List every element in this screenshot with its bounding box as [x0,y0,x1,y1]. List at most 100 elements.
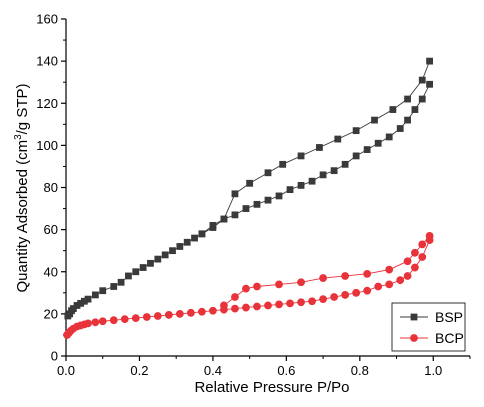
bsp-adsorption-point [418,95,426,103]
bsp-adsorption-point [308,177,316,185]
bsp-adsorption-point [80,297,88,305]
bcp-desorption-point [319,274,327,282]
bsp-desorption-point [220,215,228,223]
bsp-adsorption-point [73,302,81,309]
y-tick-label: 120 [36,96,58,111]
bcp-adsorption-point [352,288,361,297]
bcp-adsorption-point [330,293,339,301]
bsp-adsorption-point [161,251,169,259]
x-tick-label: 0.6 [277,363,295,378]
y-axis-title: Quantity Adsorbed (cm3/g STP) [13,84,31,293]
bcp-adsorption-point [341,291,350,299]
bsp-adsorption-point [404,116,411,124]
bsp-adsorption-point [84,295,92,303]
bcp-desorption-point [385,265,394,274]
bsp-adsorption-point [319,171,327,179]
bcp-adsorption-point [231,304,239,313]
legend-bcp-label: BCP [435,330,464,346]
x-tick-label: 1.0 [424,363,442,378]
bcp-adsorption-point [319,295,327,304]
bcp-adsorption-point [411,263,419,272]
bsp-adsorption-point [396,125,404,132]
bcp-desorption-point [403,257,412,266]
bcp-adsorption-point [264,301,272,310]
bsp-adsorption-point [275,192,283,200]
bcp-adsorption-point [275,300,283,309]
bsp-desorption-point [389,106,397,113]
bsp-desorption-point [246,179,254,187]
bsp-desorption-line [201,60,431,235]
y-tick-label: 0 [51,349,58,364]
bcp-desorption-point [220,301,228,310]
bsp-adsorption-point [374,139,382,147]
bsp-adsorption-point [297,181,305,189]
x-axis-title: Relative Pressure P/Po [194,379,349,396]
bcp-desorption-point [425,232,434,240]
bcp-desorption-point [242,284,250,293]
bcp-adsorption-point [91,318,100,327]
bcp-adsorption-point [242,303,250,312]
bsp-adsorption-point [352,152,360,160]
bcp-desorption-point [253,282,261,291]
series-bcp [63,232,434,339]
bcp-desorption-point [341,272,350,280]
bcp-adsorption-point [142,313,151,321]
bsp-desorption-point [426,57,433,65]
y-tick-label: 100 [36,138,58,153]
bsp-adsorption-point [77,299,85,307]
legend: BSP BCP [391,302,466,352]
bcp-adsorption-point [197,307,206,316]
bsp-desorption-point [334,135,342,143]
bsp-adsorption-point [176,243,184,250]
bcp-desorption-point [297,278,305,287]
y-tick-label: 160 [36,12,58,27]
y-tick-label: 140 [36,54,58,69]
y-tick-label: 80 [44,180,58,195]
bsp-adsorption-point [169,247,176,255]
x-tick-label: 0.8 [351,363,369,378]
x-tick-label: 0.2 [130,363,148,378]
bsp-adsorption-point [426,80,433,88]
legend-bsp-label: BSP [435,309,463,325]
bcp-adsorption-point [297,298,305,307]
bcp-adsorption-point [175,309,184,318]
bcp-desorption-line [223,235,430,306]
bsp-desorption-point [404,95,411,103]
x-tick-label: 0.4 [204,363,222,378]
bcp-adsorption-point [84,319,92,328]
bcp-adsorption-point [286,299,294,308]
bcp-desorption-point [231,293,239,301]
bsp-adsorption-point [99,287,107,295]
bsp-adsorption-point [69,305,77,313]
bcp-adsorption-point [186,308,195,317]
bsp-desorption-point [371,116,378,124]
x-tick-label: 0.0 [57,363,75,378]
y-tick-label: 40 [44,264,58,279]
plot-area [63,57,434,339]
bsp-adsorption-point [139,264,147,271]
bsp-desorption-point [297,152,305,160]
bcp-adsorption-point [98,317,107,326]
bcp-adsorption-point [131,314,140,322]
bcp-adsorption-point [253,302,261,311]
bsp-adsorption-point [91,291,99,299]
bcp-adsorption-point [209,306,217,315]
y-axis-title-tail: /g STP) [14,84,31,135]
legend-bsp-marker [410,313,418,321]
bsp-adsorption-point [154,255,162,263]
bcp-desorption-point [411,248,419,257]
bsp-adsorption-point [341,160,349,168]
series-bsp [64,57,433,320]
bcp-adsorption-point [418,253,427,261]
bsp-desorption-point [352,127,360,135]
bcp-adsorption-point [374,282,383,291]
bsp-adsorption-point [286,186,294,194]
bsp-desorption-point [231,190,239,198]
y-tick-label: 20 [44,306,58,321]
bsp-desorption-point [418,76,426,84]
bsp-adsorption-point [147,259,154,267]
bsp-adsorption-point [264,196,272,204]
bsp-desorption-point [316,144,323,151]
bcp-adsorption-point [363,286,372,295]
